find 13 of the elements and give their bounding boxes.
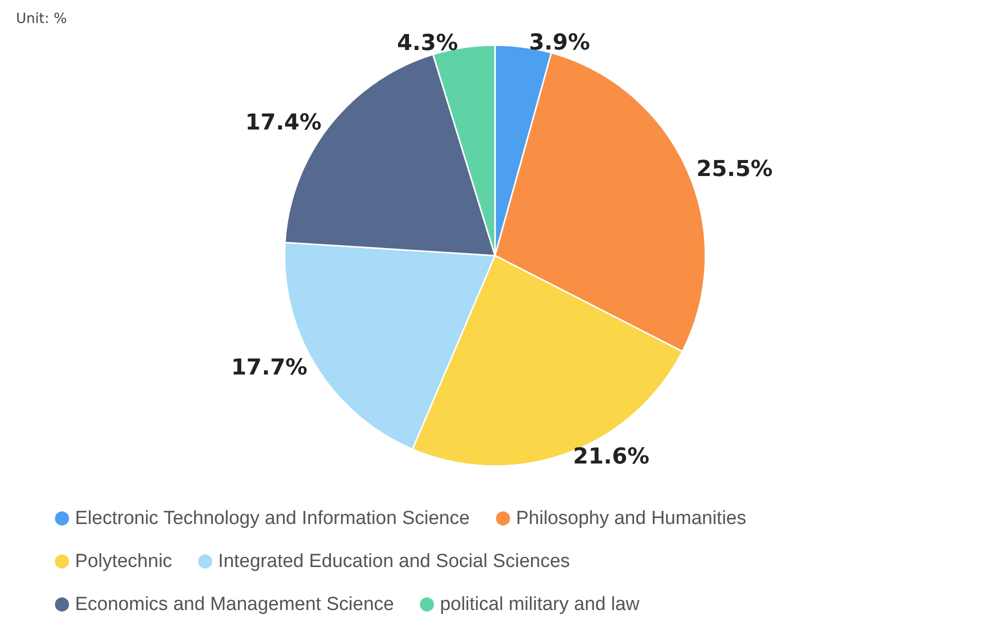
text: Unit: % <box>16 11 67 27</box>
data-label: 17.7% <box>231 356 308 381</box>
legend-label: Electronic Technology and Information Science <box>75 508 470 529</box>
legend-label: Philosophy and Humanities <box>516 508 746 529</box>
data-label: 3.9% <box>528 30 590 56</box>
legend-label: Polytechnic <box>75 551 172 572</box>
legend-label: political military and law <box>440 594 640 615</box>
data-label: 17.4% <box>245 110 322 136</box>
data-label: 21.6% <box>573 444 650 470</box>
legend-label: Economics and Management Science <box>75 594 394 615</box>
data-label: 25.5% <box>696 156 773 182</box>
legend-label: Integrated Education and Social Sciences <box>218 551 570 572</box>
data-label: 4.3% <box>397 31 458 56</box>
